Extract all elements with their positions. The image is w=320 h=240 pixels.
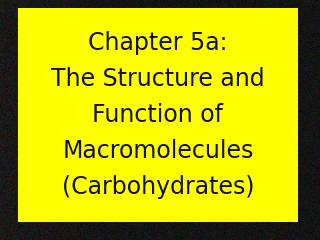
Bar <box>18 8 298 222</box>
Text: Function of: Function of <box>92 103 223 127</box>
Text: (Carbohydrates): (Carbohydrates) <box>62 175 254 199</box>
Text: Macromolecules: Macromolecules <box>62 139 254 163</box>
Text: The Structure and: The Structure and <box>51 67 265 91</box>
Text: Chapter 5a:: Chapter 5a: <box>88 31 228 55</box>
